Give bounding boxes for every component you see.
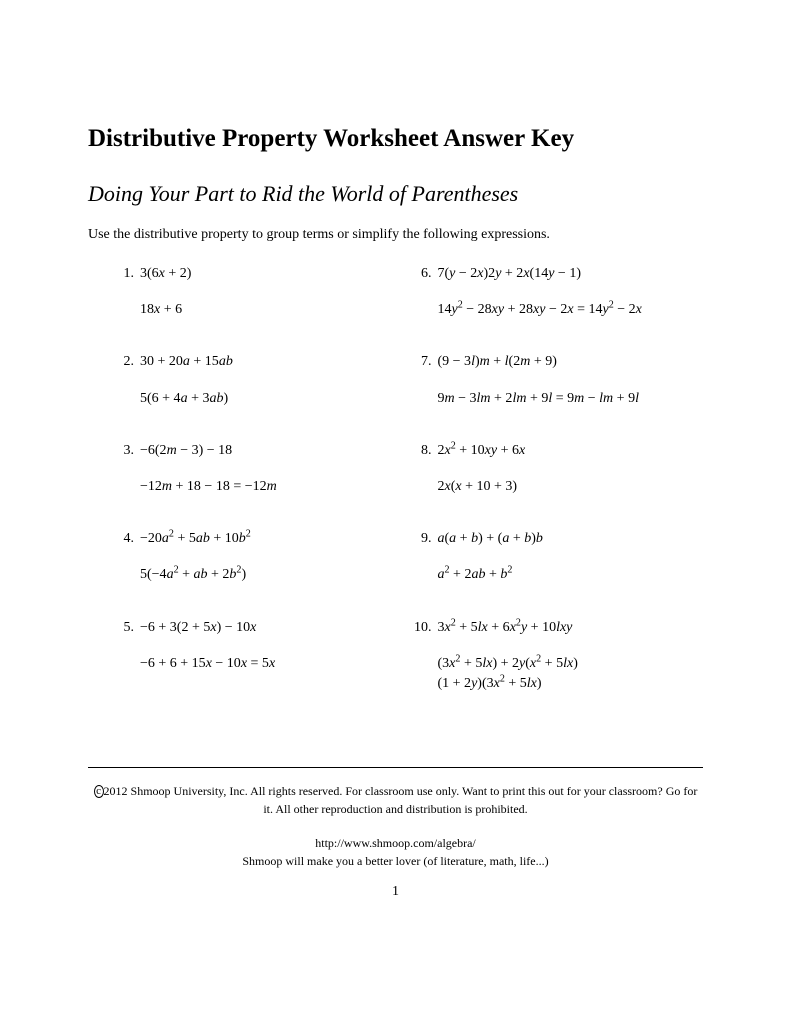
- copyright-icon: c: [94, 785, 104, 798]
- problem-6: 6. 7(y − 2x)2y + 2x(14y − 1) 14y2 − 28xy …: [410, 265, 704, 319]
- problem-question: 2x2 + 10xy + 6x: [438, 443, 526, 458]
- problem-answer: 5(6 + 4a + 3ab): [140, 390, 406, 408]
- problem-number: 2.: [112, 353, 134, 371]
- footer-block-2: http://www.shmoop.com/algebra/ Shmoop wi…: [92, 834, 699, 870]
- problem-question: 7(y − 2x)2y + 2x(14y − 1): [438, 266, 581, 281]
- problem-4: 4. −20a2 + 5ab + 10b2 5(−4a2 + ab + 2b2): [112, 530, 406, 584]
- problem-answer: 5(−4a2 + ab + 2b2): [140, 566, 406, 584]
- problem-question: 3(6x + 2): [140, 266, 191, 281]
- problem-question: 3x2 + 5lx + 6x2y + 10lxy: [438, 620, 573, 635]
- problem-answer: a2 + 2ab + b2: [438, 566, 704, 584]
- problem-number: 1.: [112, 265, 134, 283]
- right-column: 6. 7(y − 2x)2y + 2x(14y − 1) 14y2 − 28xy …: [406, 265, 704, 727]
- problem-10: 10. 3x2 + 5lx + 6x2y + 10lxy (3x2 + 5lx) …: [410, 619, 704, 694]
- problem-question: (9 − 3l)m + l(2m + 9): [438, 354, 557, 369]
- problem-answer: −12m + 18 − 18 = −12m: [140, 478, 406, 496]
- footer: c2012 Shmoop University, Inc. All rights…: [88, 782, 703, 870]
- problem-answer: 18x + 6: [140, 301, 406, 319]
- problem-answer: 14y2 − 28xy + 28xy − 2x = 14y2 − 2x: [438, 301, 704, 319]
- problem-1: 1. 3(6x + 2) 18x + 6: [112, 265, 406, 319]
- problem-7: 7. (9 − 3l)m + l(2m + 9) 9m − 3lm + 2lm +…: [410, 353, 704, 407]
- left-column: 1. 3(6x + 2) 18x + 6 2. 30 + 20a + 15ab 5(…: [88, 265, 406, 727]
- problem-number: 4.: [112, 530, 134, 548]
- problem-answer: (3x2 + 5lx) + 2y(x2 + 5lx): [438, 655, 704, 673]
- problem-number: 8.: [410, 442, 432, 460]
- worksheet-page: Distributive Property Worksheet Answer K…: [0, 0, 791, 900]
- problem-8: 8. 2x2 + 10xy + 6x 2x(x + 10 + 3): [410, 442, 704, 496]
- problem-number: 10.: [410, 619, 432, 637]
- problem-number: 6.: [410, 265, 432, 283]
- problem-number: 5.: [112, 619, 134, 637]
- footer-copyright-text: 2012 Shmoop University, Inc. All rights …: [104, 784, 698, 816]
- problem-answer: 9m − 3lm + 2lm + 9l = 9m − lm + 9l: [438, 390, 704, 408]
- page-number: 1: [88, 884, 703, 900]
- page-subtitle: Doing Your Part to Rid the World of Pare…: [88, 181, 703, 207]
- problems-columns: 1. 3(6x + 2) 18x + 6 2. 30 + 20a + 15ab 5(…: [88, 265, 703, 727]
- problem-question: −6(2m − 3) − 18: [140, 443, 232, 458]
- problem-number: 3.: [112, 442, 134, 460]
- problem-5: 5. −6 + 3(2 + 5x) − 10x −6 + 6 + 15x − 10…: [112, 619, 406, 673]
- problem-number: 7.: [410, 353, 432, 371]
- instructions-text: Use the distributive property to group t…: [88, 227, 703, 243]
- problem-number: 9.: [410, 530, 432, 548]
- problem-2: 2. 30 + 20a + 15ab 5(6 + 4a + 3ab): [112, 353, 406, 407]
- problem-question: −20a2 + 5ab + 10b2: [140, 531, 251, 546]
- footer-tagline: Shmoop will make you a better lover (of …: [92, 852, 699, 870]
- problem-answer-line2: (1 + 2y)(3x2 + 5lx): [438, 675, 704, 693]
- problem-question: −6 + 3(2 + 5x) − 10x: [140, 620, 256, 635]
- page-title: Distributive Property Worksheet Answer K…: [88, 125, 703, 153]
- problem-question: a(a + b) + (a + b)b: [438, 531, 543, 546]
- problem-3: 3. −6(2m − 3) − 18 −12m + 18 − 18 = −12m: [112, 442, 406, 496]
- problem-answer: 2x(x + 10 + 3): [438, 478, 704, 496]
- footer-separator: [88, 767, 703, 768]
- footer-url: http://www.shmoop.com/algebra/: [92, 834, 699, 852]
- problem-question: 30 + 20a + 15ab: [140, 354, 233, 369]
- problem-answer: −6 + 6 + 15x − 10x = 5x: [140, 655, 406, 673]
- problem-9: 9. a(a + b) + (a + b)b a2 + 2ab + b2: [410, 530, 704, 584]
